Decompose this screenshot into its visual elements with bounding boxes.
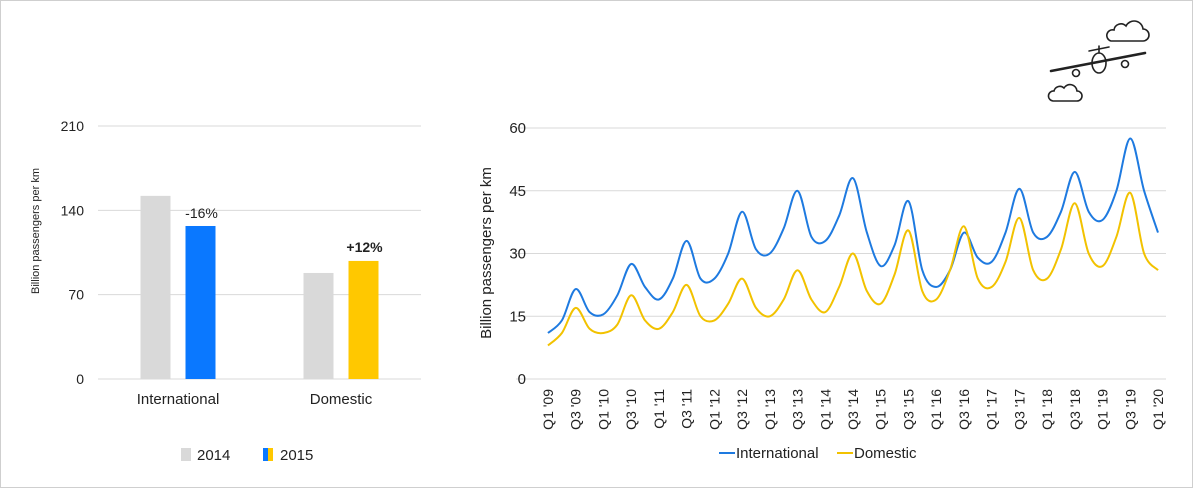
line-x-tick-label: Q3 '14 xyxy=(845,389,861,430)
bar-y-tick-label: 70 xyxy=(68,287,84,303)
bar-y-tick-label: 140 xyxy=(61,202,85,218)
line-chart: 0 15 30 45 60 Billion passengers per km Q1 '… xyxy=(478,120,1166,462)
bar-domestic-2014 xyxy=(303,272,334,379)
line-x-tick-label: Q1 '18 xyxy=(1039,389,1055,430)
line-y-tick-label: 15 xyxy=(509,308,526,325)
line-x-tick-label: Q3 '11 xyxy=(679,389,695,429)
legend-label-international: International xyxy=(736,445,819,462)
line-x-tick-label: Q1 '13 xyxy=(762,389,778,430)
line-x-tick-label: Q1 '12 xyxy=(706,389,722,430)
line-x-tick-label: Q1 '10 xyxy=(595,389,611,430)
bar-annotation-domestic: +12% xyxy=(346,239,383,255)
bar-chart: 0 70 140 210 Billion passengers per km Inte… xyxy=(30,118,421,464)
legend-label-2014: 2014 xyxy=(197,447,230,464)
line-x-tick-label: Q3 '19 xyxy=(1122,389,1138,430)
line-x-tick-label: Q1 '15 xyxy=(873,389,889,430)
legend-label-2015: 2015 xyxy=(280,447,313,464)
bar-category-label-international: International xyxy=(137,391,220,408)
legend-label-domestic: Domestic xyxy=(854,445,917,462)
line-x-tick-label: Q1 '20 xyxy=(1150,389,1166,430)
legend-swatch-2015-yellow xyxy=(268,448,273,461)
bar-y-tick-label: 0 xyxy=(76,371,84,387)
line-x-tick-label: Q3 '13 xyxy=(790,389,806,430)
line-x-tick-label: Q3 '10 xyxy=(623,389,639,430)
line-x-tick-label: Q1 '19 xyxy=(1095,389,1111,430)
series-line-international xyxy=(547,137,1159,334)
airplane-with-clouds-icon xyxy=(1047,20,1150,102)
line-y-axis-label: Billion passengers per km xyxy=(478,167,495,339)
legend-swatch-2014 xyxy=(181,448,191,461)
line-y-tick-label: 60 xyxy=(509,120,526,137)
bar-annotation-international: -16% xyxy=(185,205,218,221)
line-x-tick-label: Q1 '09 xyxy=(540,389,556,430)
line-x-tick-label: Q1 '11 xyxy=(651,389,667,429)
series-line-domestic xyxy=(547,191,1159,347)
bar-y-tick-label: 210 xyxy=(61,118,85,134)
line-x-tick-label: Q1 '14 xyxy=(817,389,833,430)
bar-category-label-domestic: Domestic xyxy=(310,391,373,408)
line-x-tick-label: Q1 '17 xyxy=(984,389,1000,430)
line-x-tick-label: Q3 '18 xyxy=(1067,389,1083,430)
bar-domestic-2015 xyxy=(348,260,379,379)
bar-international-2015 xyxy=(185,225,216,379)
legend-swatch-2015-blue xyxy=(263,448,268,461)
line-x-tick-label: Q1 '16 xyxy=(928,389,944,430)
line-y-tick-label: 45 xyxy=(509,183,526,200)
line-y-tick-label: 0 xyxy=(518,371,526,388)
line-x-tick-label: Q3 '17 xyxy=(1011,389,1027,430)
line-x-tick-label: Q3 '15 xyxy=(900,389,916,430)
line-x-tick-label: Q3 '16 xyxy=(956,389,972,430)
line-y-tick-label: 30 xyxy=(509,246,526,263)
line-x-tick-label: Q3 '09 xyxy=(568,389,584,430)
line-x-tick-label: Q3 '12 xyxy=(734,389,750,430)
bar-y-axis-label: Billion passengers per km xyxy=(30,168,42,294)
bar-international-2014 xyxy=(140,195,171,379)
